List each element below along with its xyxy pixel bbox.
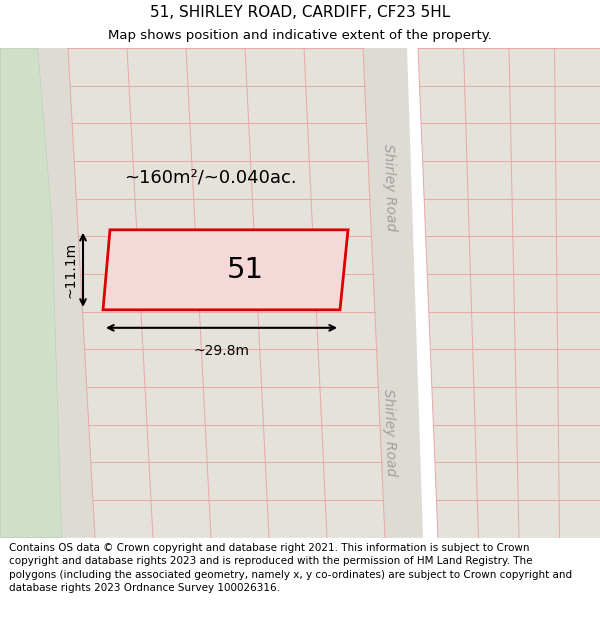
Text: Shirley Road: Shirley Road [382,389,398,477]
Text: ~29.8m: ~29.8m [193,344,250,357]
Text: 51: 51 [227,256,264,284]
Polygon shape [418,48,600,538]
Text: ~160m²/~0.040ac.: ~160m²/~0.040ac. [124,169,296,187]
Polygon shape [0,48,62,538]
Polygon shape [38,48,95,538]
Text: Shirley Road: Shirley Road [382,144,398,232]
Text: ~11.1m: ~11.1m [63,242,77,298]
Polygon shape [347,48,423,538]
Polygon shape [103,230,348,310]
Text: Contains OS data © Crown copyright and database right 2021. This information is : Contains OS data © Crown copyright and d… [9,543,572,592]
Text: 51, SHIRLEY ROAD, CARDIFF, CF23 5HL: 51, SHIRLEY ROAD, CARDIFF, CF23 5HL [150,5,450,20]
Polygon shape [68,48,385,538]
Text: Map shows position and indicative extent of the property.: Map shows position and indicative extent… [108,29,492,42]
